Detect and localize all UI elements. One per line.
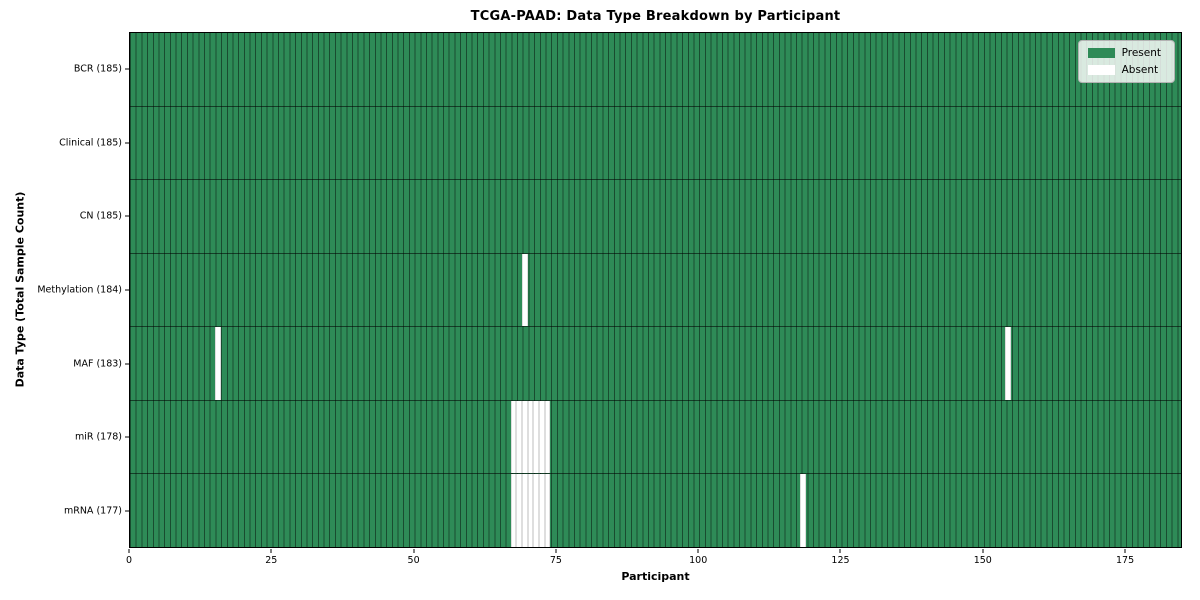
x-tick-mark [270, 549, 272, 553]
x-tick-mark [1124, 549, 1126, 553]
absent-cell [215, 327, 221, 400]
absent-cell [510, 400, 517, 474]
x-tick-label: 0 [125, 555, 133, 566]
heatmap-row-mRNA [130, 474, 1181, 548]
y-tick-mark [125, 363, 129, 365]
legend-item-present: Present [1087, 47, 1165, 59]
legend-item-absent: Absent [1087, 63, 1165, 76]
absent-cell [533, 474, 540, 548]
absent-cell [516, 474, 522, 548]
y-tick-mark [125, 510, 129, 512]
x-tick-label: 175 [1116, 555, 1135, 566]
y-tick-label-MAF: MAF (183) [73, 358, 122, 370]
plot-area: Present Absent [129, 32, 1182, 548]
y-tick-label-Clinical: Clinical (185) [59, 137, 122, 149]
x-tick-label: 50 [407, 555, 420, 566]
absent-cell [539, 400, 545, 474]
legend-swatch-absent [1087, 64, 1115, 75]
x-axis-title: Participant [621, 570, 690, 583]
x-tick-mark [697, 549, 699, 553]
absent-cell [527, 474, 534, 548]
x-axis: 0 25 50 75 100 125 150 175 [125, 549, 1182, 579]
y-tick-label-BCR: BCR (185) [73, 63, 122, 75]
x-tick-mark [555, 549, 557, 553]
x-tick-label: 150 [973, 555, 992, 566]
absent-cell [544, 474, 551, 548]
y-axis: BCR (185) Clinical (185) CN (185) Methylati… [0, 32, 129, 548]
absent-cell [527, 400, 534, 474]
y-tick-mark [125, 436, 129, 438]
y-tick-label-Methylation: Methylation (184) [37, 284, 122, 296]
y-tick-label-CN: CN (185) [79, 210, 122, 222]
absent-cell [521, 253, 528, 327]
absent-cell [521, 400, 528, 474]
absent-cell [533, 400, 540, 474]
x-tick-mark [839, 549, 841, 553]
y-tick-label-mRNA: mRNA (177) [63, 505, 122, 517]
absent-cell [510, 474, 517, 548]
absent-cell [539, 474, 545, 548]
absent-cell [521, 474, 528, 548]
heatmap-rows [130, 33, 1181, 548]
absent-cell [516, 400, 522, 474]
legend-label: Absent [1121, 63, 1159, 76]
heatmap-row-MAF [130, 327, 1181, 401]
chart-title: TCGA-PAAD: Data Type Breakdown by Partic… [470, 9, 841, 24]
legend-swatch-present [1087, 48, 1115, 59]
legend-label: Present [1121, 47, 1161, 59]
absent-cell [1004, 327, 1011, 400]
x-tick-label: 125 [831, 555, 850, 566]
heatmap-row-CN [130, 180, 1181, 254]
y-tick-mark [125, 289, 129, 291]
x-tick-label: 25 [265, 555, 278, 566]
y-tick-mark [125, 215, 129, 217]
x-tick-mark [982, 549, 984, 553]
absent-cell [544, 400, 551, 474]
legend: Present Absent [1077, 40, 1175, 83]
heatmap-row-miR [130, 400, 1181, 475]
heatmap-row-Methylation [130, 253, 1181, 328]
heatmap-row-Clinical [130, 106, 1181, 181]
x-tick-mark [413, 549, 415, 553]
absent-cell [800, 474, 807, 548]
heatmap-row-BCR [130, 33, 1181, 107]
x-tick-mark [128, 549, 130, 553]
y-tick-label-miR: miR (178) [74, 431, 122, 443]
y-tick-mark [125, 68, 129, 70]
y-tick-mark [125, 142, 129, 144]
x-tick-label: 100 [689, 555, 708, 566]
x-tick-label: 75 [549, 555, 562, 566]
